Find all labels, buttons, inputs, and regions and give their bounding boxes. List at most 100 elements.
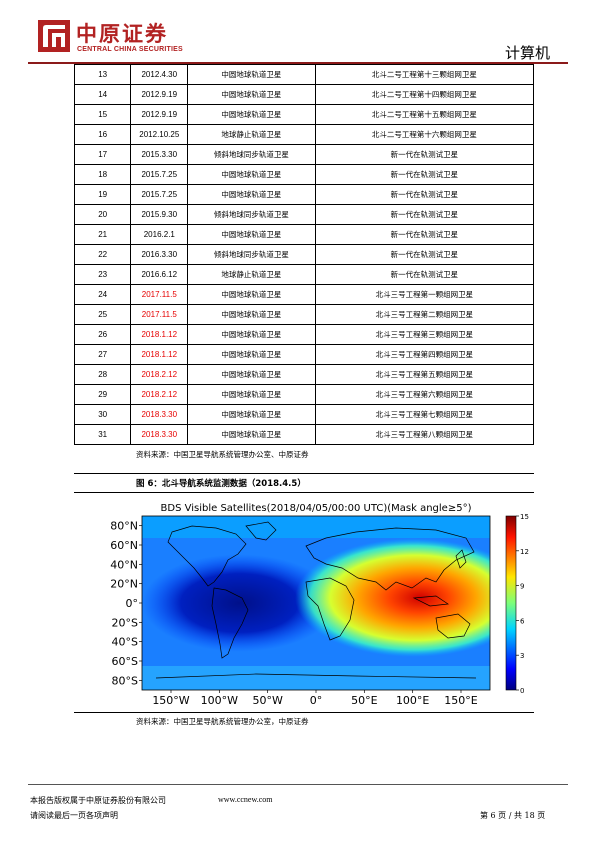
x-tick-label: 50°E — [351, 694, 377, 706]
satellite-description: 北斗三号工程第四颗组网卫星 — [314, 344, 535, 365]
row-number: 31 — [73, 424, 132, 445]
satellite-launch-table: 13 2012.4.30 中圆地球轨道卫星 北斗二号工程第十三颗组网卫星 14 2012.… — [73, 64, 535, 445]
orbit-type: 中圆地球轨道卫星 — [187, 344, 316, 365]
launch-date: 2017.11.5 — [130, 304, 189, 325]
row-number: 15 — [73, 104, 132, 125]
orbit-type: 中圆地球轨道卫星 — [187, 84, 316, 105]
orbit-type: 中圆地球轨道卫星 — [187, 104, 316, 125]
row-number: 27 — [73, 344, 132, 365]
satellite-description: 北斗三号工程第八颗组网卫星 — [314, 424, 535, 445]
launch-date: 2018.2.12 — [130, 384, 189, 405]
satellite-description: 北斗三号工程第三颗组网卫星 — [314, 324, 535, 345]
orbit-type: 中圆地球轨道卫星 — [187, 364, 316, 385]
colorbar-tick-label: 6 — [520, 617, 525, 625]
coastlines — [155, 521, 477, 679]
orbit-type: 中圆地球轨道卫星 — [187, 224, 316, 245]
launch-date: 2017.11.5 — [130, 284, 189, 305]
orbit-type: 倾斜地球同步轨道卫星 — [187, 244, 316, 265]
heatmap-high-region — [142, 516, 490, 690]
satellite-description: 北斗三号工程第二颗组网卫星 — [314, 304, 535, 325]
launch-date: 2018.3.30 — [130, 424, 189, 445]
colorbar — [505, 515, 517, 691]
table-row: 21 2016.2.1 中圆地球轨道卫星 新一代在轨测试卫星 — [73, 224, 535, 245]
y-tick-label: 60°N — [110, 539, 138, 552]
orbit-type: 地球静止轨道卫星 — [187, 264, 316, 285]
launch-date: 2016.6.12 — [130, 264, 189, 285]
orbit-type: 中圆地球轨道卫星 — [187, 284, 316, 305]
row-number: 18 — [73, 164, 132, 185]
launch-date: 2018.1.12 — [130, 324, 189, 345]
satellite-description: 北斗三号工程第七颗组网卫星 — [314, 404, 535, 425]
satellite-description: 北斗三号工程第五颗组网卫星 — [314, 364, 535, 385]
colorbar-tick-label: 15 — [520, 513, 529, 521]
figure-bottom-rule — [74, 712, 534, 713]
table-source: 资料来源：中国卫星导航系统管理办公室、中原证券 — [136, 450, 309, 459]
y-tick-label: 60°S — [112, 655, 138, 668]
orbit-type: 中圆地球轨道卫星 — [187, 164, 316, 185]
satellite-description: 北斗三号工程第六颗组网卫星 — [314, 384, 535, 405]
table-row: 14 2012.9.19 中圆地球轨道卫星 北斗二号工程第十四颗组网卫星 — [73, 84, 535, 105]
table-row: 17 2015.3.30 倾斜地球同步轨道卫星 新一代在轨测试卫星 — [73, 144, 535, 165]
company-name-cn: 中原证券 — [76, 21, 168, 46]
table-row: 20 2015.9.30 倾斜地球同步轨道卫星 新一代在轨测试卫星 — [73, 204, 535, 225]
satellite-description: 新一代在轨测试卫星 — [314, 244, 535, 265]
figure-caption-rule — [74, 492, 534, 493]
satellite-description: 北斗二号工程第十六颗组网卫星 — [314, 124, 535, 145]
footer-divider — [28, 784, 568, 785]
footer-website[interactable]: www.ccnew.com — [218, 795, 273, 804]
company-name-en: CENTRAL CHINA SECURITIES — [77, 46, 183, 53]
row-number: 26 — [73, 324, 132, 345]
table-row: 27 2018.1.12 中圆地球轨道卫星 北斗三号工程第四颗组网卫星 — [73, 344, 535, 365]
table-row: 18 2015.7.25 中圆地球轨道卫星 新一代在轨测试卫星 — [73, 164, 535, 185]
launch-date: 2018.1.12 — [130, 344, 189, 365]
table-row: 25 2017.11.5 中圆地球轨道卫星 北斗三号工程第二颗组网卫星 — [73, 304, 535, 325]
figure-caption: 图 6：北斗导航系统监测数据（2018.4.5） — [136, 479, 306, 489]
colorbar-tick-label: 3 — [520, 652, 524, 660]
footer-page-number: 第 6 页 / 共 18 页 — [480, 811, 546, 820]
satellite-description: 北斗二号工程第十五颗组网卫星 — [314, 104, 535, 125]
table-row: 13 2012.4.30 中圆地球轨道卫星 北斗二号工程第十三颗组网卫星 — [73, 64, 535, 85]
footer-copyright: 本报告版权属于中原证券股份有限公司 — [30, 796, 166, 805]
figure-top-rule — [74, 473, 534, 474]
table-row: 22 2016.3.30 倾斜地球同步轨道卫星 新一代在轨测试卫星 — [73, 244, 535, 265]
x-tick-label: 100°W — [201, 694, 238, 706]
figure-source: 资料来源：中国卫星导航系统管理办公室，中原证券 — [136, 717, 309, 726]
table-row: 28 2018.2.12 中圆地球轨道卫星 北斗三号工程第五颗组网卫星 — [73, 364, 535, 385]
satellite-description: 北斗二号工程第十四颗组网卫星 — [314, 84, 535, 105]
bds-visibility-chart: BDS Visible Satellites(2018/04/05/00:00 … — [110, 503, 529, 706]
orbit-type: 倾斜地球同步轨道卫星 — [187, 144, 316, 165]
launch-date: 2016.3.30 — [130, 244, 189, 265]
x-tick-label: 0° — [310, 694, 323, 706]
orbit-type: 中圆地球轨道卫星 — [187, 184, 316, 205]
y-tick-label: 40°S — [112, 636, 138, 649]
row-number: 14 — [73, 84, 132, 105]
table-row: 31 2018.3.30 中圆地球轨道卫星 北斗三号工程第八颗组网卫星 — [73, 424, 535, 445]
launch-date: 2016.2.1 — [130, 224, 189, 245]
table-row: 30 2018.3.30 中圆地球轨道卫星 北斗三号工程第七颗组网卫星 — [73, 404, 535, 425]
colorbar-tick-label: 9 — [520, 583, 524, 591]
row-number: 20 — [73, 204, 132, 225]
x-tick-label: 150°W — [152, 694, 189, 706]
launch-date: 2015.9.30 — [130, 204, 189, 225]
satellite-description: 新一代在轨测试卫星 — [314, 224, 535, 245]
launch-date: 2012.4.30 — [130, 64, 189, 85]
launch-date: 2018.2.12 — [130, 364, 189, 385]
orbit-type: 中圆地球轨道卫星 — [187, 384, 316, 405]
launch-date: 2012.10.25 — [130, 124, 189, 145]
colorbar-tick-label: 0 — [520, 687, 524, 695]
launch-date: 2015.7.25 — [130, 164, 189, 185]
orbit-type: 中圆地球轨道卫星 — [187, 424, 316, 445]
orbit-type: 中圆地球轨道卫星 — [187, 64, 316, 85]
row-number: 22 — [73, 244, 132, 265]
launch-date: 2012.9.19 — [130, 104, 189, 125]
row-number: 19 — [73, 184, 132, 205]
table-row: 15 2012.9.19 中圆地球轨道卫星 北斗二号工程第十五颗组网卫星 — [73, 104, 535, 125]
orbit-type: 地球静止轨道卫星 — [187, 124, 316, 145]
logo-icon — [38, 20, 70, 52]
row-number: 29 — [73, 384, 132, 405]
y-tick-label: 20°N — [110, 578, 138, 591]
y-tick-label: 80°S — [112, 674, 138, 687]
row-number: 21 — [73, 224, 132, 245]
row-number: 24 — [73, 284, 132, 305]
colorbar-tick-label: 12 — [520, 548, 529, 556]
